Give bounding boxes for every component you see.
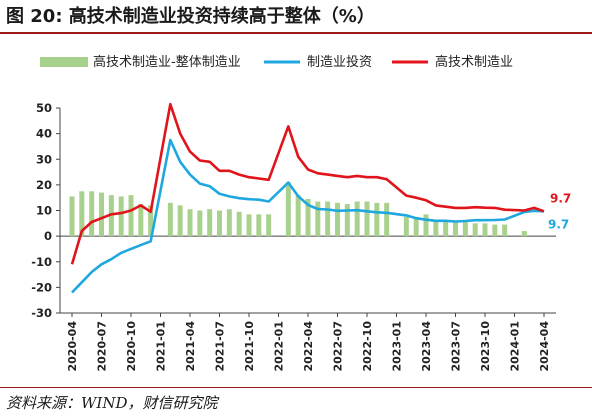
gap-bar bbox=[305, 198, 311, 237]
x-tick-label: 2024-01 bbox=[509, 321, 522, 372]
gap-bar bbox=[79, 191, 85, 237]
legend-label-gap: 高技术制造业-整体制造业 bbox=[93, 54, 241, 70]
line-hightech-manufacturing bbox=[70, 102, 545, 265]
gap-bars bbox=[69, 182, 527, 237]
x-tick-label: 2022-01 bbox=[273, 321, 286, 372]
gap-bar bbox=[138, 204, 144, 237]
gap-bar bbox=[344, 204, 350, 237]
gap-bar bbox=[236, 211, 242, 237]
x-tick-label: 2020-07 bbox=[96, 321, 109, 372]
end-label-overall: 9.7 bbox=[548, 217, 569, 231]
gap-bar bbox=[472, 223, 478, 237]
gap-bar bbox=[482, 223, 488, 237]
y-tick-label: 10 bbox=[36, 204, 52, 218]
legend-label-hightech: 高技术制造业 bbox=[435, 54, 513, 70]
gap-bar bbox=[403, 216, 409, 237]
y-tick-label: 40 bbox=[36, 127, 52, 141]
gap-bar bbox=[99, 192, 104, 237]
chart-legend: 高技术制造业-整体制造业 制造业投资 高技术制造业 bbox=[40, 54, 513, 70]
gap-bar bbox=[295, 195, 301, 237]
gap-bar bbox=[462, 222, 468, 237]
gap-bar bbox=[118, 196, 124, 237]
x-tick-label: 2021-04 bbox=[184, 321, 197, 372]
gap-bar bbox=[177, 205, 183, 237]
gap-bar bbox=[69, 196, 75, 237]
gap-bar bbox=[413, 216, 419, 237]
gap-bar bbox=[502, 224, 508, 237]
x-tick-label: 2020-04 bbox=[66, 321, 79, 372]
legend-label-overall: 制造业投资 bbox=[307, 54, 372, 70]
gap-bar bbox=[453, 222, 458, 237]
x-tick-label: 2021-07 bbox=[214, 321, 227, 372]
gap-bar bbox=[187, 209, 193, 237]
gap-bar bbox=[423, 214, 429, 237]
x-tick-label: 2022-07 bbox=[332, 321, 345, 372]
x-tick-label: 2022-10 bbox=[361, 321, 374, 372]
legend-swatch-gap bbox=[40, 57, 88, 67]
gap-bar bbox=[374, 202, 380, 237]
end-label-hightech: 9.7 bbox=[550, 191, 571, 205]
gap-bar bbox=[246, 214, 252, 237]
gap-bar bbox=[266, 214, 272, 237]
x-tick-label: 2021-01 bbox=[155, 321, 168, 372]
gap-bar bbox=[256, 214, 262, 237]
end-labels: 9.7 9.7 bbox=[548, 191, 571, 231]
series-lines bbox=[70, 102, 545, 294]
x-tick-label: 2020-10 bbox=[125, 321, 138, 372]
gap-bar bbox=[128, 195, 134, 237]
y-axis: -30 -20 -10 0 10 20 30 40 50 bbox=[31, 101, 61, 320]
y-tick-label: -10 bbox=[31, 255, 52, 269]
gap-bar bbox=[217, 210, 222, 237]
line-manufacturing-investment bbox=[71, 138, 545, 294]
gap-bar bbox=[325, 201, 331, 237]
gap-bar bbox=[335, 202, 340, 237]
x-tick-label: 2024-04 bbox=[538, 321, 551, 372]
page-title: 图 20: 高技术制造业投资持续高于整体（%） bbox=[6, 6, 375, 27]
gap-bar bbox=[315, 201, 321, 237]
gap-bar bbox=[89, 191, 95, 237]
y-tick-label: -30 bbox=[31, 306, 52, 320]
x-tick-label: 2022-04 bbox=[302, 321, 315, 372]
y-tick-label: 50 bbox=[36, 101, 52, 115]
gap-bar bbox=[167, 202, 173, 237]
title-divider bbox=[0, 32, 592, 34]
gap-bar bbox=[521, 231, 527, 237]
gap-bar bbox=[285, 182, 291, 237]
gap-bar bbox=[148, 205, 154, 237]
gap-bar bbox=[443, 222, 449, 237]
source-note: 资料来源：WIND，财信研究院 bbox=[6, 394, 218, 412]
x-tick-label: 2023-07 bbox=[450, 321, 463, 372]
gap-bar bbox=[492, 224, 498, 237]
gap-bar bbox=[433, 220, 439, 237]
gap-bar bbox=[384, 202, 390, 237]
x-tick-label: 2021-10 bbox=[243, 321, 256, 372]
x-tick-label: 2023-04 bbox=[420, 321, 433, 372]
gap-bar bbox=[226, 209, 232, 237]
x-tick-label: 2023-01 bbox=[391, 321, 404, 372]
y-tick-label: 30 bbox=[36, 152, 52, 166]
x-tick-label: 2023-10 bbox=[479, 321, 492, 372]
gap-bar bbox=[364, 201, 370, 237]
x-axis: 2020-04 2020-07 2020-10 2021-01 2021-04 2021-… bbox=[60, 235, 556, 372]
y-tick-label: 20 bbox=[36, 178, 52, 192]
source-divider bbox=[0, 387, 592, 388]
y-tick-label: 0 bbox=[44, 229, 52, 243]
gap-bar bbox=[354, 201, 360, 237]
gap-bar bbox=[197, 210, 203, 237]
gap-bar bbox=[207, 209, 213, 237]
y-tick-label: -20 bbox=[31, 280, 52, 294]
